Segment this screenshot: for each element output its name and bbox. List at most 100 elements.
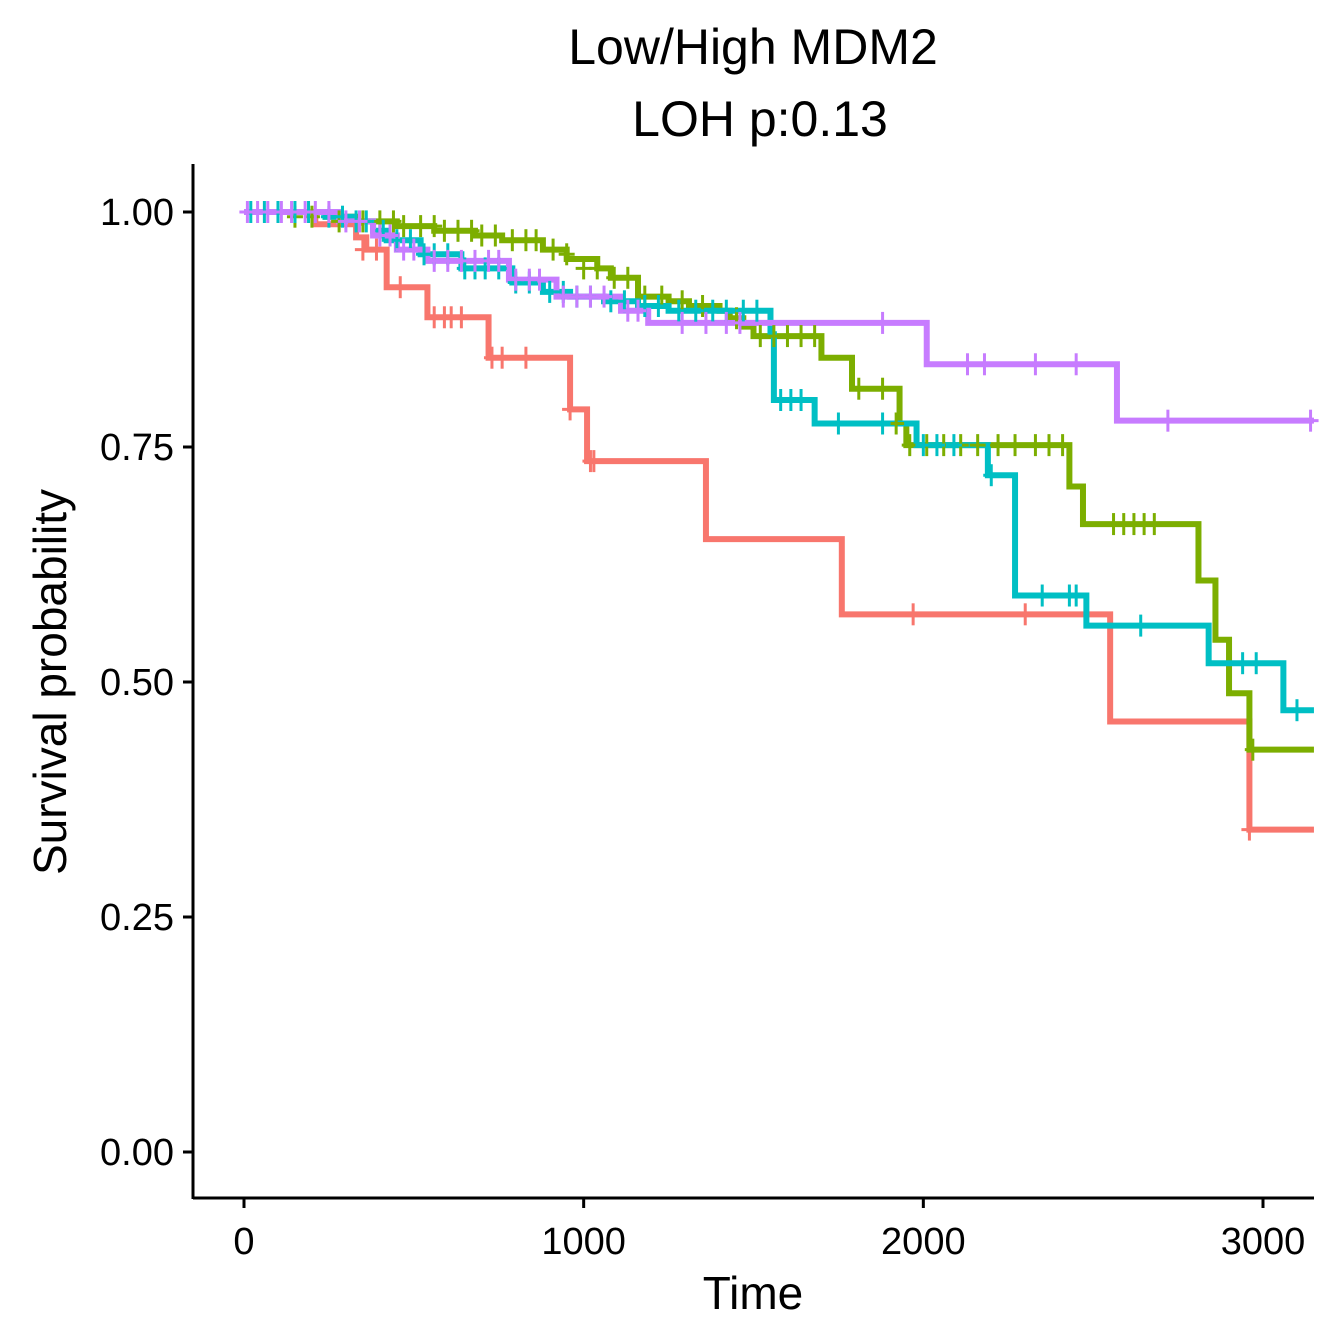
chart-title-line-2: LOH p:0.13 xyxy=(632,91,888,147)
censor-mark xyxy=(307,201,324,223)
plot-area xyxy=(239,201,1319,841)
censor-mark xyxy=(606,266,623,289)
censor-mark xyxy=(1288,699,1305,722)
censor-mark xyxy=(1054,434,1071,457)
x-tick-label: 0 xyxy=(233,1221,254,1263)
censor-mark xyxy=(426,249,443,272)
censor-mark xyxy=(528,229,545,252)
y-axis-label: Survival probability xyxy=(24,489,76,875)
y-tick-label: 0.50 xyxy=(100,662,174,704)
censor-mark xyxy=(582,285,599,308)
censor-mark xyxy=(731,311,748,334)
censor-mark xyxy=(1041,434,1058,457)
censor-mark xyxy=(466,249,483,272)
censor-mark xyxy=(531,268,548,291)
censor-mark xyxy=(1017,603,1034,626)
censor-mark xyxy=(687,299,704,322)
censor-mark xyxy=(1034,584,1051,607)
censor-mark xyxy=(959,353,976,376)
censor-mark xyxy=(874,377,891,400)
censor-mark xyxy=(382,224,399,247)
censor-mark xyxy=(830,412,847,435)
censor-mark xyxy=(850,377,867,400)
y-tick-label: 1.00 xyxy=(100,192,174,234)
censor-mark xyxy=(1234,652,1251,675)
censor-mark xyxy=(976,353,993,376)
censor-mark xyxy=(351,210,368,233)
censor-mark xyxy=(619,266,636,289)
censor-mark xyxy=(487,224,504,247)
censor-mark xyxy=(990,434,1007,457)
censor-mark xyxy=(674,290,691,313)
censor-mark xyxy=(453,306,470,329)
censor-mark xyxy=(558,243,575,266)
censor-mark xyxy=(765,325,782,348)
censor-mark xyxy=(653,285,670,308)
censor-mark xyxy=(779,325,796,348)
censor-mark xyxy=(283,201,300,223)
censor-mark xyxy=(453,249,470,272)
censor-mark xyxy=(436,219,453,242)
censor-mark xyxy=(697,311,714,334)
censor-mark xyxy=(392,276,409,299)
censor-mark xyxy=(334,205,351,228)
x-axis-ticks: 0 1000 2000 3000 xyxy=(233,1198,1305,1263)
censor-mark xyxy=(259,201,276,223)
censor-mark xyxy=(806,325,823,348)
censor-marks xyxy=(239,201,1319,841)
censor-mark xyxy=(589,257,606,280)
censor-mark xyxy=(354,238,371,261)
censor-mark xyxy=(752,325,769,348)
censor-mark xyxy=(704,299,721,322)
x-tick-label: 3000 xyxy=(1221,1221,1306,1263)
censor-mark xyxy=(1132,614,1149,637)
censor-mark xyxy=(1146,513,1163,536)
x-tick-label: 2000 xyxy=(881,1221,966,1263)
censor-mark xyxy=(670,299,687,322)
censor-mark xyxy=(735,299,752,322)
censor-mark xyxy=(905,603,922,626)
censor-mark xyxy=(1007,434,1024,457)
censor-mark xyxy=(517,346,534,369)
censor-mark xyxy=(1027,353,1044,376)
censor-mark xyxy=(596,285,613,308)
censor-mark xyxy=(337,210,354,233)
survival-curve-2 xyxy=(244,209,1314,753)
censor-mark xyxy=(1159,409,1176,432)
censor-mark xyxy=(650,295,667,317)
censor-mark xyxy=(395,215,412,238)
censor-mark xyxy=(630,299,647,322)
censor-mark xyxy=(320,201,337,223)
censor-mark xyxy=(674,311,691,334)
censor-mark xyxy=(463,219,480,242)
censor-mark xyxy=(1248,652,1265,675)
censor-mark xyxy=(793,325,810,348)
censor-mark xyxy=(969,434,986,457)
censor-mark xyxy=(545,238,562,261)
censor-mark xyxy=(718,311,735,334)
censor-mark xyxy=(368,238,385,261)
censor-mark xyxy=(575,257,592,280)
censor-mark xyxy=(748,299,765,322)
censor-mark xyxy=(585,450,602,473)
chart-title-line-1: Low/High MDM2 xyxy=(568,19,938,75)
censor-mark xyxy=(1027,434,1044,457)
censor-mark xyxy=(507,268,524,291)
censor-mark xyxy=(412,215,429,238)
censor-mark xyxy=(874,311,891,334)
censor-mark xyxy=(439,249,456,272)
censor-mark xyxy=(1068,584,1085,607)
y-axis-ticks: 0.00 0.25 0.50 0.75 1.00 xyxy=(100,192,193,1174)
censor-mark xyxy=(888,412,905,435)
censor-mark xyxy=(473,224,490,247)
censor-mark xyxy=(494,346,511,369)
censor-mark xyxy=(901,434,918,457)
censor-mark xyxy=(1068,353,1085,376)
censor-mark xyxy=(385,210,402,233)
censor-mark xyxy=(541,280,558,303)
censor-mark xyxy=(945,434,962,457)
censor-mark xyxy=(426,215,443,238)
censor-mark xyxy=(616,290,633,313)
x-tick-label: 1000 xyxy=(541,1221,626,1263)
